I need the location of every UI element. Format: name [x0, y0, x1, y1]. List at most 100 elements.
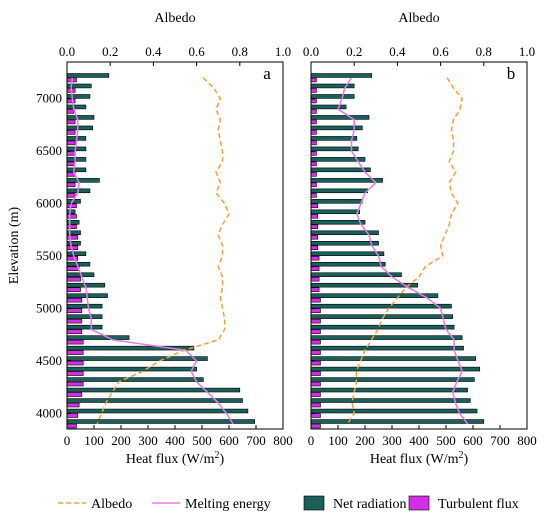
- net-radiation-bar: [310, 251, 385, 256]
- net-radiation-bar: [310, 366, 481, 372]
- x-tick-label: 500: [192, 433, 212, 448]
- x-tick-label: 300: [382, 433, 402, 448]
- turbulent-flux-bar: [66, 214, 77, 219]
- x-tick-label: 100: [328, 433, 348, 448]
- turbulent-flux-bar: [66, 371, 84, 376]
- net-radiation-bar: [66, 251, 87, 256]
- albedo-line: [347, 77, 464, 425]
- turbulent-flux-bar: [66, 360, 84, 366]
- turbulent-flux-bar: [310, 193, 317, 198]
- turbulent-flux-bar: [310, 182, 317, 188]
- turbulent-flux-bar: [310, 350, 321, 355]
- turbulent-flux-bar: [310, 381, 321, 387]
- x-axis-title-suffix: ): [463, 452, 468, 467]
- x-tick-label: 400: [409, 433, 429, 448]
- x-tick-label: 100: [84, 433, 104, 448]
- net-radiation-bar: [310, 387, 468, 393]
- x-tick-label: 300: [138, 433, 158, 448]
- top-tick-label: 1.0: [519, 44, 535, 59]
- net-radiation-bar: [66, 167, 87, 173]
- net-radiation-bar: [66, 94, 91, 99]
- turbulent-flux-bar: [66, 266, 80, 271]
- legend-label: Albedo: [91, 497, 132, 512]
- y-tick-label: 4500: [36, 353, 62, 368]
- x-axis-title-suffix: ): [219, 452, 224, 467]
- turbulent-flux-bar: [310, 329, 321, 334]
- net-radiation-bar: [66, 335, 130, 340]
- net-radiation-bar: [66, 261, 91, 267]
- net-radiation-bar: [310, 303, 452, 309]
- albedo-line: [96, 77, 230, 425]
- net-radiation-bar: [310, 345, 464, 351]
- panel-label: b: [507, 64, 516, 83]
- net-radiation-bar: [66, 115, 95, 120]
- turbulent-flux-bar: [310, 224, 319, 230]
- top-tick-label: 0.2: [346, 44, 362, 59]
- turbulent-flux-bar: [66, 140, 76, 146]
- y-tick-label: 6500: [36, 143, 62, 158]
- y-tick-label: 7000: [36, 91, 62, 106]
- net-radiation-bar: [310, 94, 355, 99]
- turbulent-flux-bar: [66, 297, 83, 303]
- net-radiation-bar: [310, 261, 386, 267]
- legend-label: Melting energy: [185, 497, 271, 512]
- turbulent-flux-bar: [66, 339, 84, 345]
- x-axis-title-text: Heat flux (W/m: [126, 452, 215, 467]
- legend-label: Net radiation: [333, 497, 406, 512]
- net-radiation-bar: [66, 178, 100, 183]
- turbulent-flux-bar: [310, 266, 320, 271]
- x-tick-label: 0: [308, 433, 315, 448]
- net-radiation-bar: [310, 220, 366, 225]
- turbulent-flux-bar: [66, 193, 76, 198]
- turbulent-flux-bar: [66, 308, 83, 313]
- net-radiation-bar: [310, 335, 463, 340]
- x-tick-label: 200: [111, 433, 131, 448]
- net-radiation-bar: [66, 419, 255, 424]
- top-tick-label: 0.8: [232, 44, 248, 59]
- top-tick-label: 0.4: [389, 44, 406, 59]
- top-axis-title: Albedo: [154, 11, 195, 26]
- turbulent-flux-bar: [66, 119, 76, 125]
- y-axis-title: Elevation (m): [7, 206, 22, 284]
- turbulent-flux-bar: [66, 203, 77, 209]
- top-tick-label: 0.0: [59, 44, 75, 59]
- top-tick-label: 0.4: [145, 44, 162, 59]
- x-tick-label: 700: [246, 433, 266, 448]
- legend-turbulent-flux-swatch: [408, 495, 430, 511]
- turbulent-flux-bar: [66, 287, 81, 292]
- top-tick-label: 0.2: [102, 44, 118, 59]
- turbulent-flux-bar: [310, 172, 317, 177]
- net-radiation-bar: [310, 73, 373, 78]
- turbulent-flux-bar: [66, 182, 76, 188]
- net-radiation-bar: [310, 419, 485, 424]
- turbulent-flux-bar: [66, 151, 76, 156]
- net-radiation-bar: [310, 104, 347, 110]
- x-tick-label: 0: [64, 433, 71, 448]
- net-radiation-bar: [310, 136, 358, 141]
- top-tick-label: 0.0: [303, 44, 319, 59]
- net-radiation-bar: [66, 324, 103, 330]
- turbulent-flux-bar: [310, 339, 321, 345]
- net-radiation-bar: [310, 398, 471, 403]
- turbulent-flux-bar: [310, 402, 321, 408]
- turbulent-flux-bar: [310, 88, 317, 93]
- x-axis-title: Heat flux (W/m2): [126, 450, 225, 467]
- net-radiation-bar: [66, 125, 93, 131]
- y-tick-label: 6000: [36, 196, 62, 211]
- turbulent-flux-bar: [310, 423, 321, 429]
- top-tick-label: 1.0: [275, 44, 291, 59]
- turbulent-flux-bar: [310, 214, 319, 219]
- net-radiation-bar: [310, 209, 360, 215]
- net-radiation-bar: [310, 115, 370, 120]
- net-radiation-bar: [310, 324, 455, 330]
- turbulent-flux-bar: [66, 235, 79, 240]
- turbulent-flux-bar: [66, 423, 77, 429]
- turbulent-flux-bar: [310, 151, 317, 156]
- net-radiation-bar: [310, 356, 476, 361]
- net-radiation-bar: [66, 209, 76, 215]
- y-tick-label: 4000: [36, 405, 62, 420]
- x-axis-title: Heat flux (W/m2): [370, 450, 469, 467]
- turbulent-flux-bar: [310, 98, 317, 104]
- x-tick-label: 400: [165, 433, 185, 448]
